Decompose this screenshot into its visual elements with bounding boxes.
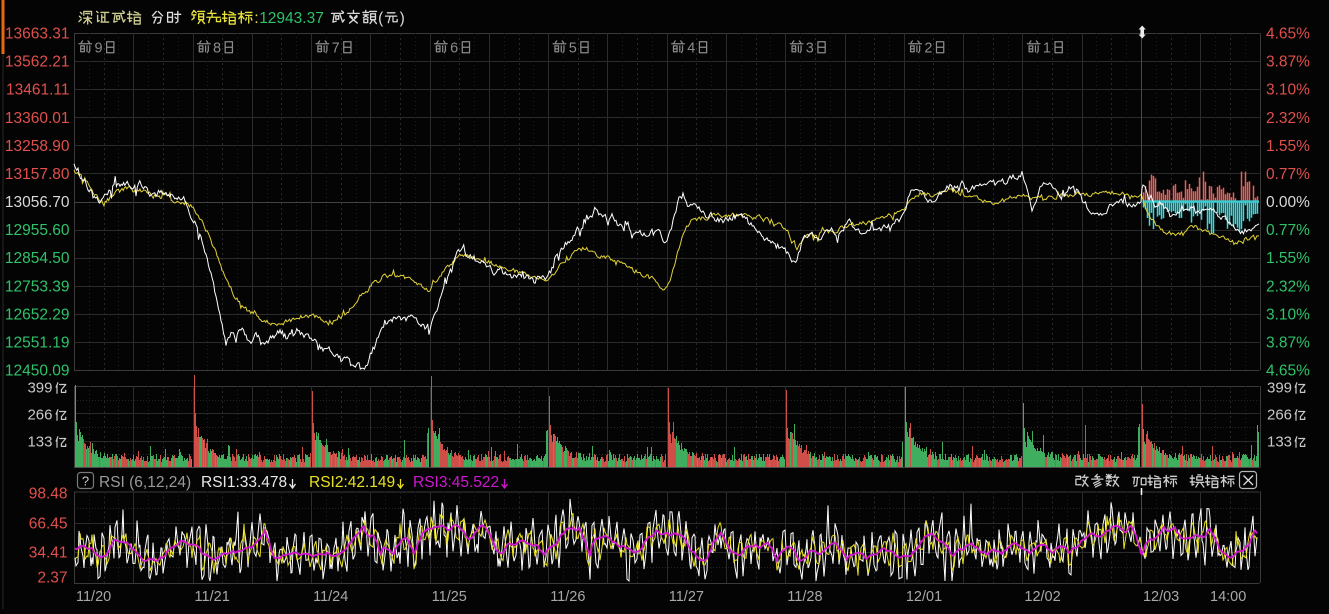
svg-text:): ) (400, 10, 405, 27)
svg-text:6: 6 (450, 41, 458, 57)
svg-text:399: 399 (1267, 380, 1292, 397)
svg-text:3.87%: 3.87% (1266, 334, 1310, 351)
svg-text:0.77%: 0.77% (1266, 222, 1310, 239)
svg-text:12/03: 12/03 (1143, 589, 1179, 605)
svg-text:1: 1 (1043, 41, 1051, 57)
svg-text:RSI2:42.149: RSI2:42.149 (309, 474, 395, 491)
svg-text:4: 4 (687, 41, 695, 57)
svg-text:3.10%: 3.10% (1266, 306, 1310, 323)
svg-text:2.32%: 2.32% (1266, 278, 1310, 295)
svg-text:12854.50: 12854.50 (5, 250, 70, 267)
svg-text:11/27: 11/27 (669, 589, 704, 605)
svg-text:12/02: 12/02 (1024, 589, 1060, 605)
svg-text:11/26: 11/26 (550, 589, 585, 605)
svg-text:266: 266 (27, 407, 52, 424)
svg-text:12/01: 12/01 (906, 589, 942, 605)
svg-text:13360.01: 13360.01 (5, 110, 70, 127)
svg-text:9: 9 (95, 41, 103, 57)
svg-text:8: 8 (213, 41, 221, 57)
svg-text:133: 133 (1267, 434, 1292, 451)
svg-text:5: 5 (569, 41, 577, 57)
svg-text::: : (254, 10, 258, 27)
svg-text:3.10%: 3.10% (1266, 82, 1310, 99)
svg-text:4.65%: 4.65% (1266, 363, 1310, 380)
svg-text:2: 2 (924, 41, 932, 57)
svg-text:266: 266 (1267, 407, 1292, 424)
svg-text:0.00%: 0.00% (1266, 194, 1310, 211)
svg-text:0.77%: 0.77% (1266, 166, 1310, 183)
svg-text:RSI1:33.478: RSI1:33.478 (201, 474, 287, 491)
svg-text:12943.37: 12943.37 (259, 10, 324, 27)
svg-text:3.87%: 3.87% (1266, 54, 1310, 71)
svg-text:34.41: 34.41 (29, 545, 68, 562)
svg-text:13157.80: 13157.80 (5, 166, 70, 183)
svg-text:RSI (6,12,24): RSI (6,12,24) (99, 474, 191, 491)
svg-text:?: ? (82, 474, 89, 489)
svg-text:13056.70: 13056.70 (5, 194, 70, 211)
svg-text:2.37: 2.37 (37, 570, 67, 587)
svg-text:4.65%: 4.65% (1266, 26, 1310, 43)
svg-text:12450.09: 12450.09 (5, 363, 70, 380)
svg-text:13562.21: 13562.21 (5, 54, 70, 71)
svg-text:RSI3:45.522: RSI3:45.522 (413, 474, 499, 491)
svg-text:3: 3 (806, 41, 814, 57)
svg-text:11/24: 11/24 (313, 589, 348, 605)
svg-text:13258.90: 13258.90 (5, 138, 70, 155)
svg-text:1.55%: 1.55% (1266, 250, 1310, 267)
svg-text:12955.60: 12955.60 (5, 222, 70, 239)
svg-text:12551.19: 12551.19 (5, 334, 70, 351)
svg-text:66.45: 66.45 (29, 516, 68, 533)
svg-text:14:00: 14:00 (1210, 589, 1246, 605)
svg-text:12753.39: 12753.39 (5, 278, 70, 295)
svg-text:11/20: 11/20 (76, 589, 111, 605)
svg-text:133: 133 (27, 434, 52, 451)
svg-text:399: 399 (27, 380, 52, 397)
svg-text:13663.31: 13663.31 (5, 26, 70, 43)
svg-text:11/28: 11/28 (787, 589, 822, 605)
svg-text:98.48: 98.48 (29, 486, 68, 503)
svg-text:(: ( (378, 10, 384, 27)
svg-text:11/21: 11/21 (195, 589, 230, 605)
svg-text:12652.29: 12652.29 (5, 306, 70, 323)
svg-text:11/25: 11/25 (432, 589, 467, 605)
svg-text:1.55%: 1.55% (1266, 138, 1310, 155)
svg-text:13461.11: 13461.11 (6, 82, 70, 99)
svg-text:2.32%: 2.32% (1266, 110, 1310, 127)
svg-text:7: 7 (332, 41, 340, 57)
